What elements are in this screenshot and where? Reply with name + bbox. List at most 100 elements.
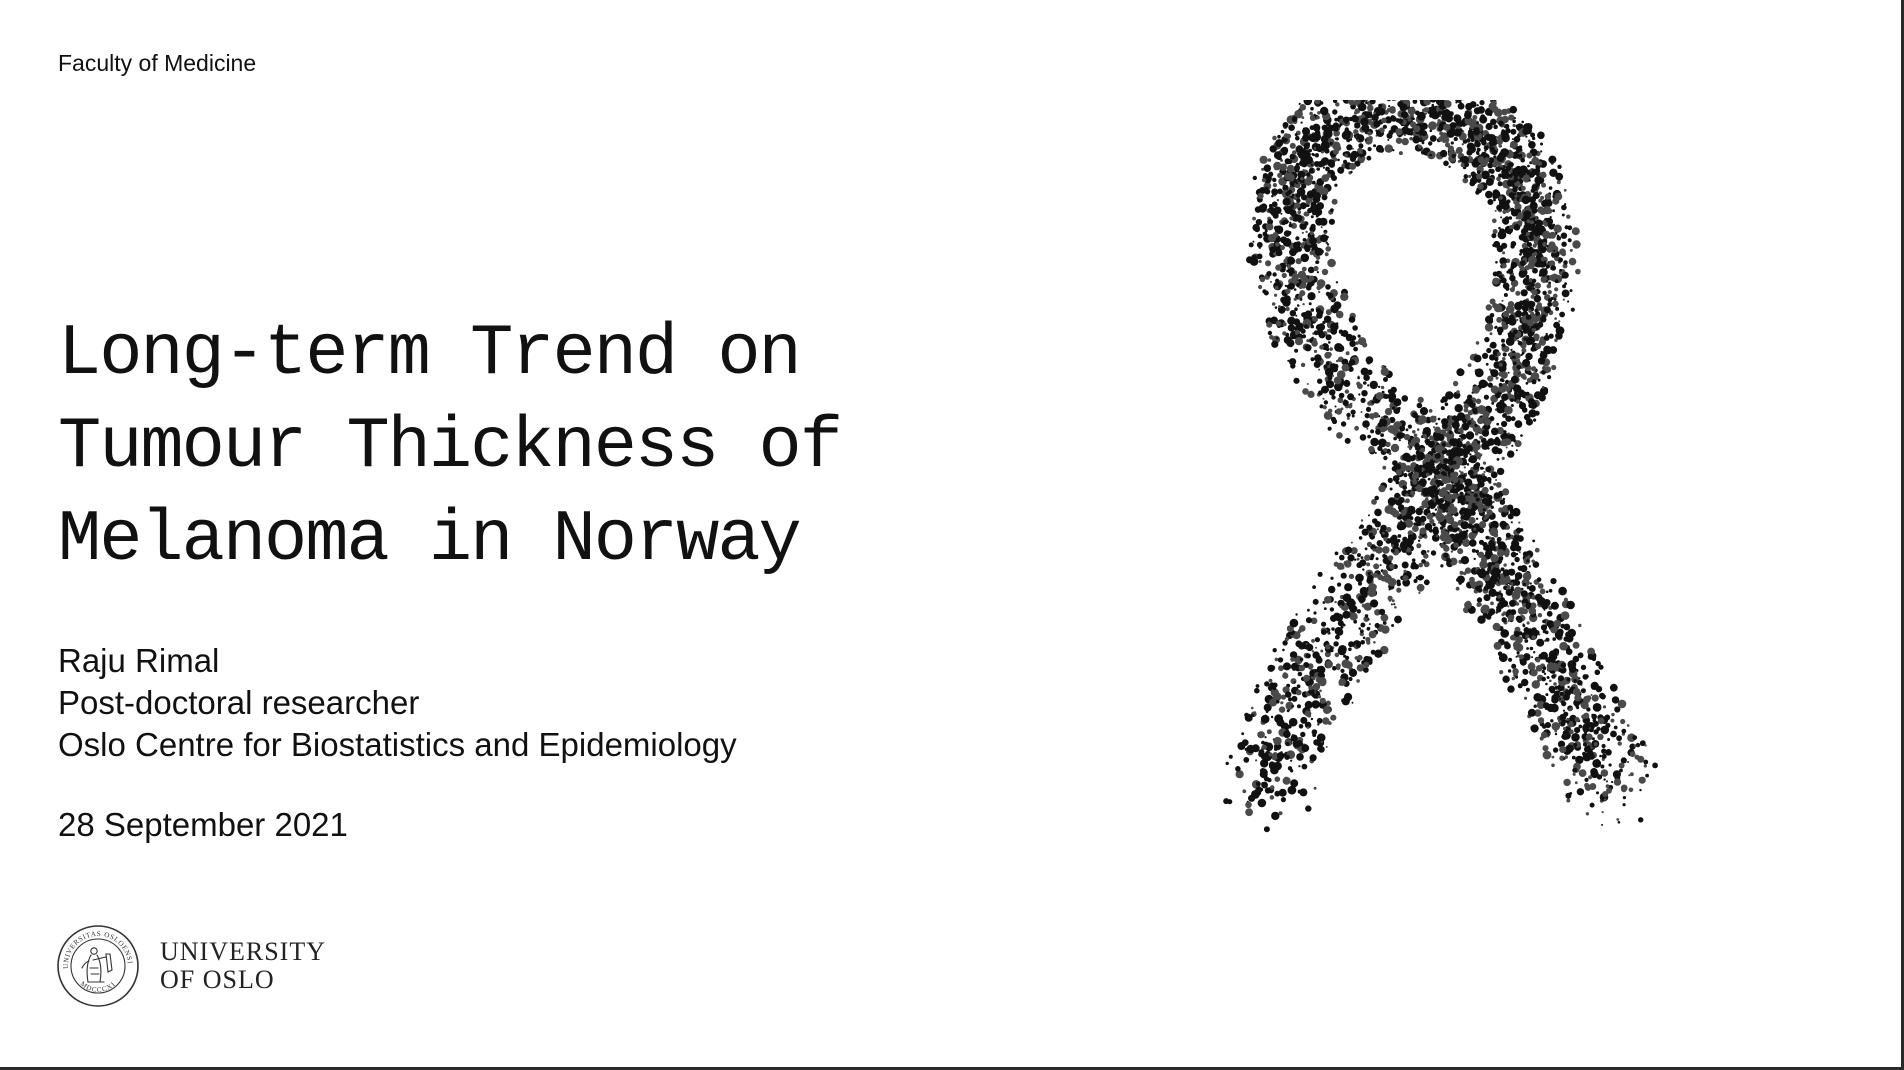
ribbon-dot <box>1515 290 1521 296</box>
ribbon-dot <box>1327 258 1336 268</box>
ribbon-dot <box>1409 516 1414 521</box>
ribbon-dot <box>1485 304 1492 311</box>
ribbon-dot <box>1536 173 1540 176</box>
ribbon-dot <box>1272 212 1279 219</box>
ribbon-dot <box>1384 365 1387 368</box>
ribbon-dot <box>1356 643 1361 648</box>
ribbon-dot <box>1562 271 1569 279</box>
ribbon-dot <box>1313 113 1316 117</box>
ribbon-dot <box>1356 609 1361 614</box>
ribbon-dot <box>1305 643 1314 652</box>
ribbon-dot <box>1404 519 1414 528</box>
ribbon-dot <box>1416 402 1423 409</box>
ribbon-dot <box>1491 446 1500 455</box>
ribbon-dot <box>1481 429 1490 437</box>
ribbon-dot <box>1531 208 1538 214</box>
ribbon-dot <box>1521 120 1524 124</box>
ribbon-dot <box>1450 550 1454 553</box>
ribbon-dot <box>1407 424 1412 429</box>
ribbon-dot <box>1437 430 1441 434</box>
ribbon-dot <box>1260 768 1268 777</box>
ribbon-dot <box>1434 415 1437 419</box>
ribbon-dot <box>1440 564 1444 568</box>
ribbon-dot <box>1294 348 1299 353</box>
ribbon-dot <box>1560 232 1568 239</box>
ribbon-dot <box>1363 616 1369 622</box>
ribbon-dot <box>1611 712 1615 717</box>
ribbon-dot <box>1426 438 1430 443</box>
ribbon-dot <box>1366 626 1371 631</box>
ribbon-dot <box>1271 188 1279 196</box>
ribbon-dot <box>1471 548 1476 553</box>
ribbon-dot <box>1543 334 1550 341</box>
ribbon-dot <box>1463 512 1468 517</box>
ribbon-dot <box>1580 701 1589 710</box>
ribbon-dot <box>1553 648 1560 655</box>
ribbon-dot <box>1471 459 1474 462</box>
ribbon-dot <box>1616 735 1622 742</box>
ribbon-dot <box>1315 214 1319 218</box>
ribbon-dot <box>1517 358 1520 362</box>
ribbon-dot <box>1580 688 1586 694</box>
ribbon-dot <box>1296 684 1301 689</box>
ribbon-dot <box>1308 167 1315 174</box>
ribbon-dot <box>1477 106 1485 114</box>
ribbon-dot <box>1520 157 1525 163</box>
ribbon-dot <box>1531 680 1540 689</box>
ribbon-dot <box>1435 114 1439 118</box>
ribbon-dot <box>1295 613 1298 616</box>
ribbon-dot <box>1561 701 1567 707</box>
ribbon-dot <box>1337 344 1345 352</box>
ribbon-dot <box>1290 734 1298 742</box>
ribbon-dot <box>1342 623 1346 627</box>
ribbon-dot <box>1379 121 1382 124</box>
ribbon-dot <box>1354 108 1361 114</box>
ribbon-dot <box>1553 619 1561 628</box>
ribbon-dot <box>1510 375 1519 384</box>
ribbon-dot <box>1377 574 1384 581</box>
ribbon-dot <box>1506 209 1509 213</box>
ribbon-dot <box>1309 754 1317 762</box>
ribbon-dot <box>1522 668 1529 675</box>
ribbon-dot <box>1425 472 1430 477</box>
ribbon-dot <box>1515 602 1520 606</box>
ribbon-dot <box>1297 187 1305 194</box>
ribbon-dot <box>1286 339 1295 348</box>
ribbon-dot <box>1466 463 1470 466</box>
ribbon-dot <box>1285 701 1294 710</box>
ribbon-dot <box>1309 111 1313 116</box>
ribbon-dot <box>1368 446 1375 453</box>
ribbon-dot <box>1513 645 1519 651</box>
ribbon-dot <box>1559 691 1564 696</box>
ribbon-dot <box>1492 229 1498 234</box>
ribbon-dot <box>1618 762 1625 769</box>
ribbon-dot <box>1298 102 1301 105</box>
ribbon-dot <box>1485 493 1489 497</box>
ribbon-dot <box>1375 144 1384 153</box>
ribbon-dot <box>1514 370 1519 376</box>
ribbon-dot <box>1435 470 1441 475</box>
ribbon-dot <box>1497 539 1501 542</box>
ribbon-dot <box>1343 379 1350 387</box>
ribbon-dot <box>1505 337 1515 346</box>
ribbon-dot <box>1266 223 1274 231</box>
ribbon-dot <box>1360 367 1369 376</box>
ribbon-dot <box>1521 195 1531 205</box>
ribbon-dot <box>1383 537 1388 542</box>
ribbon-dot <box>1357 334 1361 338</box>
ribbon-dot <box>1522 551 1529 557</box>
ribbon-dot <box>1500 167 1504 171</box>
ribbon-dot <box>1466 511 1472 518</box>
ribbon-dot <box>1550 245 1559 254</box>
ribbon-dot <box>1456 412 1466 421</box>
ribbon-dot <box>1328 124 1334 131</box>
ribbon-dot <box>1600 764 1605 769</box>
ribbon-dot <box>1551 674 1556 679</box>
ribbon-dot <box>1518 521 1521 524</box>
ribbon-dot <box>1296 304 1300 307</box>
ribbon-dot <box>1467 469 1474 476</box>
ribbon-dot <box>1265 745 1268 748</box>
ribbon-dot <box>1407 117 1412 122</box>
ribbon-dot <box>1267 777 1272 783</box>
ribbon-dot <box>1390 603 1393 606</box>
